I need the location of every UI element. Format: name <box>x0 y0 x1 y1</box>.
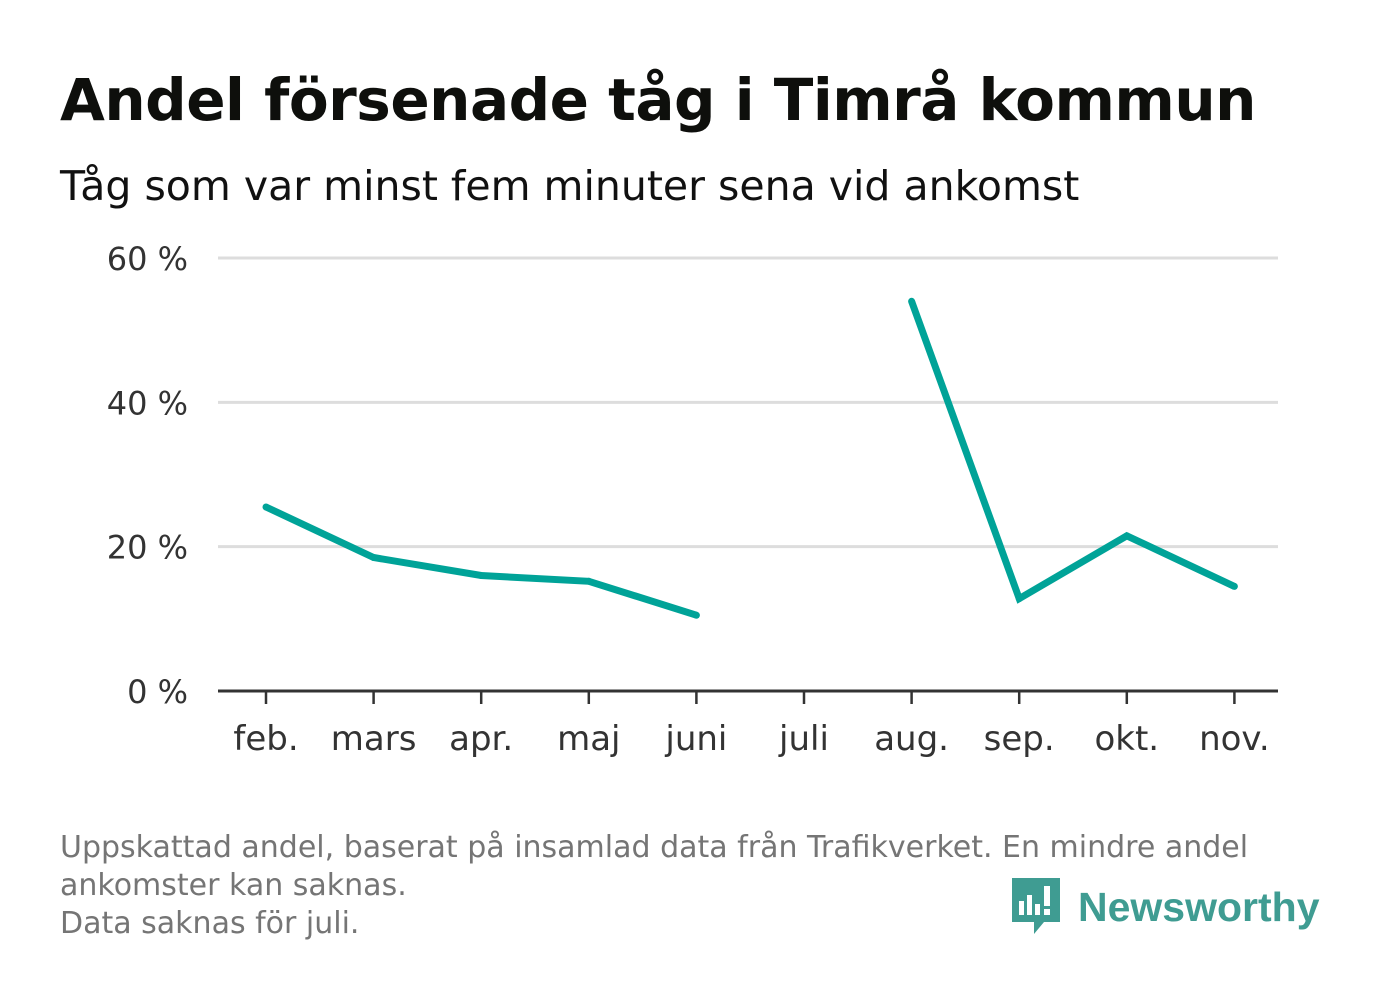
x-tick-label: mars <box>331 719 417 759</box>
x-tick-label: apr. <box>449 719 513 759</box>
series-line-segment <box>264 503 698 619</box>
x-tick-label: juli <box>778 719 829 759</box>
data-point <box>1123 532 1131 540</box>
x-axis-labels: feb. mars apr. maj juni juli aug. sep. okt. nov. <box>233 719 1269 759</box>
footnote-line-2: ankomster kan saknas. <box>60 868 407 903</box>
chart-title: Andel försenade tåg i Timrå kommun <box>60 66 1256 134</box>
data-point <box>692 611 700 619</box>
data-point <box>1230 582 1238 590</box>
y-axis-labels: 0 % 20 % 40 % 60 % <box>107 240 188 711</box>
brand-logo: Newsworthy <box>1010 876 1320 938</box>
x-tick-label: juni <box>664 719 727 759</box>
data-point <box>585 577 593 585</box>
x-tick-label: sep. <box>984 719 1055 759</box>
footnote-line-3: Data saknas för juli. <box>60 906 360 941</box>
footnote-line-1: Uppskattad andel, baserat på insamlad da… <box>60 830 1249 865</box>
y-tick-label: 20 % <box>107 529 188 567</box>
data-point <box>908 297 916 305</box>
brand-name: Newsworthy <box>1078 883 1320 930</box>
x-tick-label: aug. <box>874 719 949 759</box>
chart-subtitle: Tåg som var minst fem minuter sena vid a… <box>60 162 1080 210</box>
data-point <box>370 553 378 561</box>
x-tick-label: feb. <box>233 719 298 759</box>
newsworthy-logo-icon <box>1012 878 1060 934</box>
x-tick-label: nov. <box>1199 719 1270 759</box>
gridlines <box>218 256 1278 549</box>
y-tick-label: 60 % <box>107 240 188 278</box>
x-axis <box>218 689 1278 704</box>
y-tick-label: 40 % <box>107 384 188 422</box>
series-lines <box>262 297 1238 619</box>
footnote: Uppskattad andel, baserat på insamlad da… <box>60 829 1320 943</box>
x-tick-label: maj <box>557 719 620 759</box>
series-line-segment <box>908 300 1236 604</box>
data-point <box>1015 595 1023 603</box>
data-point <box>262 503 270 511</box>
data-point <box>477 572 485 580</box>
y-tick-label: 0 % <box>127 673 188 711</box>
x-tick-label: okt. <box>1094 719 1159 759</box>
